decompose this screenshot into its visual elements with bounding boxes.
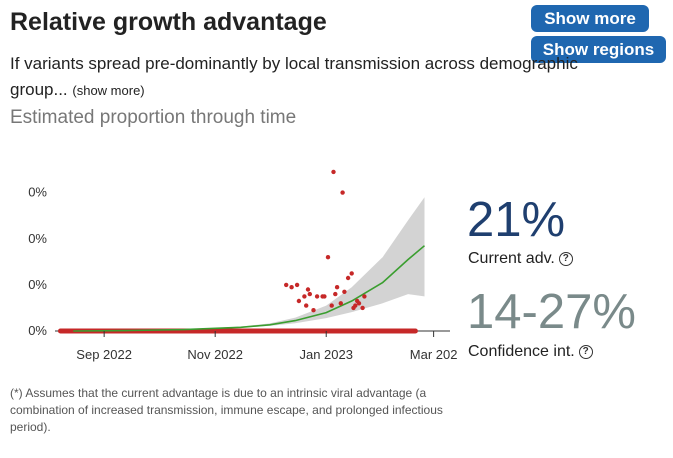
show-more-link[interactable]: (show more): [72, 83, 145, 98]
y-tick-label: 0%: [28, 323, 47, 338]
x-tick-label: Mar 202: [410, 347, 458, 362]
data-point: [294, 282, 300, 288]
data-point: [360, 305, 365, 311]
data-point: [296, 298, 302, 304]
data-point: [307, 291, 312, 297]
current-advantage-label-text: Current adv.: [468, 250, 555, 267]
data-point: [305, 287, 311, 292]
data-point: [356, 301, 362, 306]
data-point: [342, 289, 347, 294]
confidence-interval-label: Confidence int.?: [468, 343, 593, 361]
data-point: [333, 291, 338, 297]
data-point: [302, 294, 307, 299]
data-point: [345, 275, 351, 281]
page-title: Relative growth advantage: [10, 8, 327, 36]
confidence-band: [73, 197, 425, 331]
data-point: [338, 301, 343, 306]
show-regions-button[interactable]: Show regions: [531, 36, 666, 63]
data-point: [322, 294, 327, 299]
y-tick-label: 0%: [28, 277, 47, 292]
question-circle-icon[interactable]: ?: [558, 252, 573, 266]
confidence-interval-value: 14-27%: [467, 285, 636, 339]
show-more-button[interactable]: Show more: [531, 5, 649, 32]
description-text: If variants spread pre-dominantly by loc…: [10, 54, 578, 99]
data-point: [304, 303, 309, 308]
x-tick-label: Jan 2023: [299, 347, 353, 362]
current-advantage-label: Current adv.?: [468, 250, 573, 268]
data-point: [349, 271, 354, 276]
fit-line: [73, 245, 426, 332]
data-point: [331, 169, 336, 175]
data-point: [314, 294, 320, 299]
data-point: [340, 190, 345, 195]
x-tick-label: Nov 2022: [187, 347, 243, 362]
data-point: [329, 303, 334, 308]
y-tick-label: 0%: [28, 185, 47, 200]
chart-subtitle: Estimated proportion through time: [10, 107, 297, 128]
data-point: [325, 255, 331, 260]
data-point: [289, 285, 294, 290]
data-point: [362, 294, 367, 299]
data-point: [353, 303, 358, 308]
data-point: [284, 282, 289, 288]
x-tick-label: Sep 2022: [76, 347, 132, 362]
question-circle-icon[interactable]: ?: [578, 345, 593, 359]
footnote: (*) Assumes that the current advantage i…: [10, 386, 443, 434]
data-point: [334, 285, 340, 290]
confidence-interval-label-text: Confidence int.: [468, 343, 575, 360]
proportion-chart: 0% 0% 0% 0% Sep 2022 Nov 2022 Jan 2023 Mar 202: [28, 169, 458, 362]
y-tick-label: 0%: [28, 231, 47, 246]
current-advantage-value: 21%: [467, 193, 566, 247]
description: If variants spread pre-dominantly by loc…: [10, 51, 600, 104]
data-point: [311, 308, 316, 313]
